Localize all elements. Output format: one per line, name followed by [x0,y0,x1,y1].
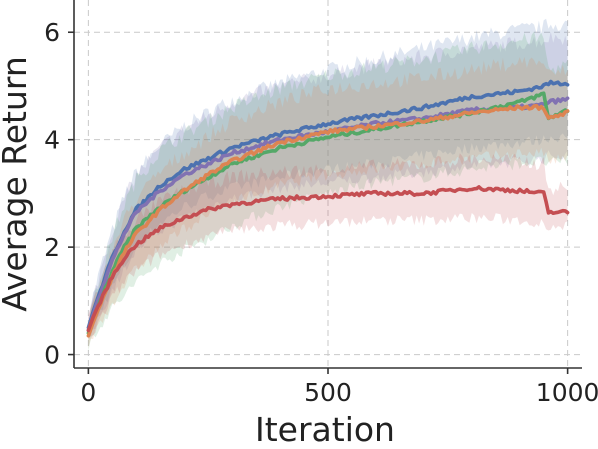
x-tick-label: 0 [80,378,96,407]
y-tick-label: 6 [44,18,60,47]
series-1-band [88,18,568,337]
series-5-band [88,153,568,340]
confidence-bands [88,18,568,352]
y-axis-label: Average Return [0,56,34,312]
series-4-line [86,103,570,338]
x-tick-label: 1000 [536,378,598,407]
series-5-line [86,185,570,333]
grid-lines [74,0,582,368]
x-tick-label: 500 [304,378,352,407]
series-2-band [88,31,568,336]
series-lines [86,79,570,338]
y-tick-label: 2 [44,233,60,262]
y-tick-label: 4 [44,126,60,155]
y-tick-label: 0 [44,341,60,370]
series-3-band [88,31,568,352]
ticks: 0 500 1000 0 2 4 6 [44,18,598,407]
series-4-band [88,56,568,349]
x-axis-label: Iteration [255,410,395,449]
series-1-line [86,79,570,330]
